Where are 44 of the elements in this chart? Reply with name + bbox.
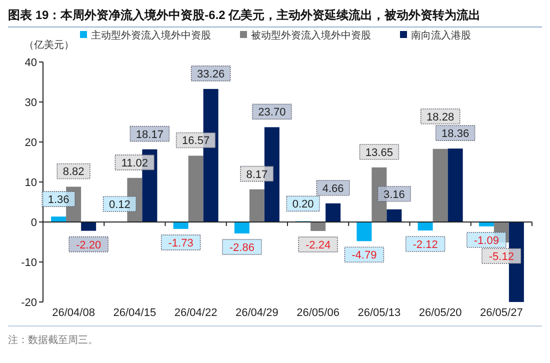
y-tick-label: 40 [24,57,37,69]
y-tick-label: 20 [24,137,37,149]
text: 注：数据截至周三。 [8,334,98,346]
data-label: -2.12 [412,238,438,251]
y-axis-title: （亿美元） [24,39,74,51]
data-label: 18.17 [136,128,164,141]
x-tick-label: 26/05/20 [418,307,462,319]
x-tick-label: 26/04/15 [113,307,156,319]
y-tick-label: 0 [30,217,37,229]
x-tick-label: 26/05/27 [480,307,523,319]
x-tick-label: 26/05/06 [296,307,340,319]
legend-label: 主动型外资流入境外中资股 [91,30,211,42]
x-tick-label: 26/05/13 [358,307,401,319]
data-label: 11.02 [121,157,148,170]
y-tick-label: 30 [24,97,37,109]
data-label: -1.09 [474,234,499,247]
data-label: -2.24 [306,239,331,252]
chart-title: 图表 19：本周外资净流入境外中资股-6.2 亿美元，主动外资延续流出，被动外资转为流出 [8,8,481,22]
data-label: -2.86 [229,242,254,254]
x-tick-label: 26/04/08 [52,307,95,319]
legend-label: 南向流入港股 [411,30,471,42]
data-label: 13.65 [365,146,393,159]
data-label: 23.70 [258,106,286,119]
data-label: 18.28 [426,111,454,124]
data-label: -4.79 [352,250,377,262]
y-tick-label: -10 [21,257,37,269]
data-label: -2.20 [76,239,102,252]
data-label: 1.36 [48,194,70,206]
x-tick-label: 26/04/29 [236,307,278,319]
data-label: -1.73 [168,237,194,250]
data-label: 8.82 [62,166,84,178]
data-label: 0.12 [108,199,130,212]
data-label: 33.26 [197,68,225,80]
data-label: 0.20 [292,198,314,211]
data-label: 16.57 [182,135,210,148]
data-label: -5.12 [488,250,514,263]
data-label: 8.17 [246,168,268,181]
y-tick-label: -20 [21,297,37,309]
data-label: 3.16 [383,188,405,201]
y-tick-label: 10 [24,177,37,189]
data-label: 18.36 [442,128,470,140]
data-label: 4.66 [322,182,344,195]
x-tick-label: 26/04/22 [174,307,218,319]
legend-label: 被动型外资流入境外中资股 [251,30,371,42]
